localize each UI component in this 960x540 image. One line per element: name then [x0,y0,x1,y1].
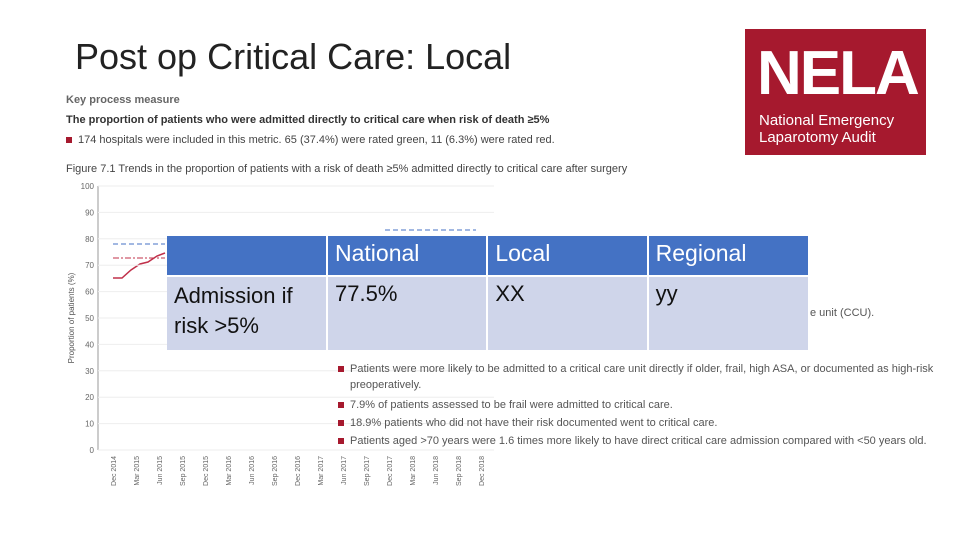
y-tick-label: 0 [90,446,95,455]
slide-title: Post op Critical Care: Local [75,36,512,77]
header-row: National Local Regional [167,236,808,276]
logo-line: National Emergency [759,112,895,129]
header-cell: Local [487,236,649,276]
x-tick-label: Jun 2015 [157,456,164,485]
x-tick-label: Dec 2018 [479,456,486,486]
x-tick-label: Dec 2014 [111,456,118,486]
y-tick-label: 40 [85,340,94,349]
logo-name: NELA [757,39,920,108]
bullet: Patients were more likely to be admitted… [338,361,950,393]
bullet: 7.9% of patients assessed to be frail we… [338,397,950,413]
table-cell: XX [487,276,649,350]
x-tick-label: Sep 2016 [272,456,279,486]
header-cell [167,236,328,276]
figure-heading: Key process measure [66,94,180,106]
x-tick-label: Jun 2018 [433,456,440,485]
y-axis-label: Proportion of patients (%) [67,272,76,363]
x-tick-label: Jun 2017 [341,456,348,485]
x-tick-label: Dec 2016 [295,456,302,486]
bullet: 18.9% patients who did not have their ri… [338,415,950,431]
y-tick-label: 90 [85,208,94,217]
x-tick-label: Jun 2016 [249,456,256,485]
x-tick-label: Sep 2015 [180,456,187,486]
x-tick-label: Mar 2016 [226,456,233,486]
y-tick-label: 50 [85,314,94,323]
logo: NELA National Emergency Laparotomy Audit [745,29,926,155]
trend-line [113,252,166,279]
header-cell: National [327,236,489,276]
x-tick-label: Sep 2018 [456,456,463,486]
x-tick-label: Sep 2017 [364,456,371,486]
x-tick-label: Mar 2015 [134,456,141,486]
text-fragment: e unit (CCU). [810,307,875,319]
y-tick-label: 80 [85,235,94,244]
figure-caption: Figure 7.1 Trends in the proportion of p… [66,163,628,175]
logo-line: Laparotomy Audit [759,129,876,146]
x-tick-label: Mar 2018 [410,456,417,486]
y-tick-label: 20 [85,393,94,402]
y-tick-label: 60 [85,288,94,297]
y-tick-label: 30 [85,367,94,376]
bullet: Patients aged >70 years were 1.6 times m… [338,433,950,449]
x-tick-label: Dec 2017 [387,456,394,486]
y-tick-label: 10 [85,420,94,429]
y-tick-label: 70 [85,261,94,270]
x-tick-label: Mar 2017 [318,456,325,486]
y-tick-label: 100 [81,182,95,191]
table-cell: 77.5% [327,276,489,350]
x-tick-label: Dec 2015 [203,456,210,486]
comparison-table: National Local Regional Admission if ris… [167,236,808,350]
table-row: Admission if risk >5% 77.5% XX yy [167,276,808,350]
figure-note: 174 hospitals were included in this metr… [78,134,555,146]
figure-subheading: The proportion of patients who were admi… [66,114,550,126]
table-cell: yy [655,281,678,306]
table-cell: Admission if risk >5% [167,276,328,350]
note-marker [66,137,72,143]
header-cell: Regional [655,240,747,266]
